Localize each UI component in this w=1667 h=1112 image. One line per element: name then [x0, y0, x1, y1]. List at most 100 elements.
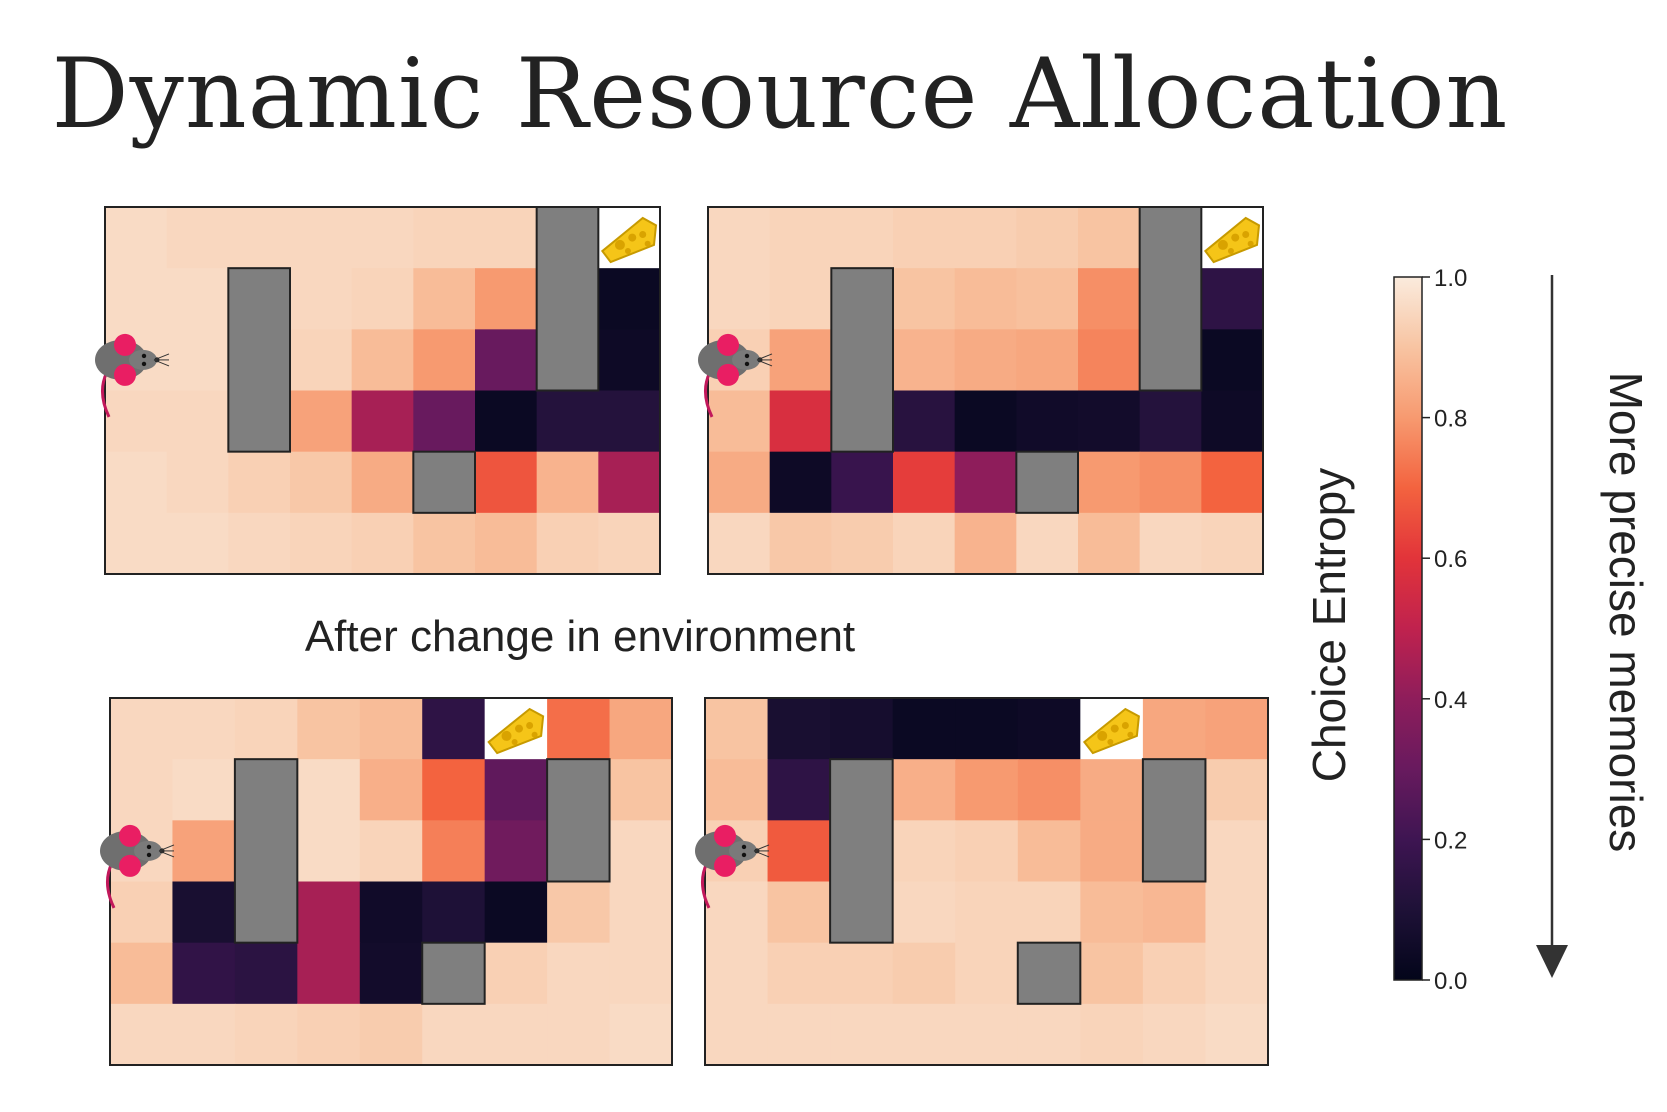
- panel-frame: [707, 206, 1264, 575]
- heatmap-cell: [767, 942, 831, 1005]
- heatmap-cell: [955, 820, 1019, 883]
- heatmap-cell: [893, 390, 956, 453]
- heatmap-cell: [475, 451, 538, 514]
- heatmap-cell: [547, 881, 611, 944]
- heatmap-cell: [892, 820, 956, 883]
- heatmap-cell: [484, 942, 548, 1005]
- heatmap-cell: [536, 451, 599, 514]
- heatmap-cell: [1078, 390, 1141, 453]
- cheese-hole: [644, 240, 651, 247]
- heatmap-cell: [297, 820, 361, 883]
- heatmap-cell: [1205, 1003, 1269, 1066]
- heatmap-cell: [536, 390, 599, 453]
- heatmap-cell: [1205, 820, 1269, 883]
- arrow-head: [1536, 945, 1568, 978]
- wall-block: [829, 758, 894, 944]
- cheese-hole: [501, 730, 512, 741]
- heatmap-panel-bottom-left: [100, 697, 673, 1066]
- heatmap-cell: [1201, 329, 1264, 392]
- mouse-whisker: [753, 844, 770, 852]
- heatmap-cell: [484, 881, 548, 944]
- heatmap-cell: [351, 390, 414, 453]
- heatmap-cell: [1017, 1003, 1081, 1066]
- mouse-ear-bottom: [119, 854, 141, 877]
- heatmap-cell: [955, 698, 1019, 760]
- heatmap-cell: [234, 698, 298, 760]
- heatmap-cell: [831, 512, 894, 575]
- heatmap-cell: [708, 451, 771, 514]
- heatmap-cell: [609, 1003, 673, 1066]
- heatmap-cell: [536, 512, 599, 575]
- heatmap-cell: [422, 820, 486, 883]
- cheese-hole: [1247, 240, 1254, 247]
- heatmap-cell: [1205, 759, 1269, 821]
- heatmap-cell: [830, 1003, 894, 1066]
- heatmap-cell: [1078, 451, 1141, 514]
- cheese-icon: [1203, 216, 1261, 264]
- mouse-ear-bottom: [714, 854, 736, 877]
- mouse-whisker: [153, 359, 170, 367]
- cheese-hole: [515, 724, 524, 733]
- panel-frame: [704, 697, 1269, 1066]
- heatmap-cell: [166, 268, 229, 330]
- heatmap-cell: [110, 698, 174, 760]
- heatmap-cell: [172, 942, 236, 1005]
- heatmap-cell: [297, 1003, 361, 1066]
- heatmap-cell: [172, 820, 236, 883]
- heatmap-panels: [95, 206, 1269, 1066]
- heatmap-cell: [359, 881, 423, 944]
- heatmap-cell: [105, 390, 168, 453]
- heatmap-cell: [413, 329, 476, 392]
- heatmap-cell: [105, 207, 168, 269]
- mouse-icon: [698, 333, 773, 418]
- heatmap-cell: [1205, 942, 1269, 1005]
- heatmap-cell: [547, 1003, 611, 1066]
- heatmap-cell: [475, 512, 538, 575]
- heatmap-cell: [769, 451, 832, 514]
- mouse-ear-top: [119, 824, 141, 847]
- heatmap-cell: [297, 881, 361, 944]
- heatmap-cell: [767, 698, 831, 760]
- heatmap-cell: [954, 268, 1017, 330]
- mouse-whisker: [153, 353, 170, 361]
- heatmap-cell: [1017, 698, 1081, 760]
- heatmap-cell: [1017, 881, 1081, 944]
- heatmap-cell: [1016, 512, 1079, 575]
- precision-arrow: [1536, 275, 1568, 978]
- mouse-ear-top: [114, 333, 136, 356]
- cheese-icon: [1082, 707, 1140, 755]
- heatmap-cell: [351, 268, 414, 330]
- heatmap-cell: [892, 759, 956, 821]
- heatmap-cell: [359, 820, 423, 883]
- heatmap-cell: [172, 881, 236, 944]
- heatmap-cell: [228, 512, 291, 575]
- wall-block: [1138, 206, 1203, 392]
- heatmap-cell: [290, 512, 353, 575]
- heatmap-cell: [767, 759, 831, 821]
- colorbar: 0.0 0.2 0.4 0.6 0.8 1.0: [1393, 265, 1467, 995]
- heatmap-cell: [769, 512, 832, 575]
- heatmap-cell: [1016, 207, 1079, 269]
- mouse-eye: [744, 361, 750, 367]
- cheese-hole: [628, 233, 637, 242]
- cheese-hole: [1097, 730, 1108, 741]
- heatmap-cell: [422, 759, 486, 821]
- heatmap-cell: [351, 207, 414, 269]
- mouse-head: [134, 840, 162, 861]
- heatmap-cell: [234, 942, 298, 1005]
- mouse-eye: [141, 353, 147, 359]
- cheese-hole: [526, 722, 534, 730]
- heatmap-cell: [1016, 329, 1079, 392]
- heatmap-cell: [1139, 451, 1202, 514]
- heatmap-cell: [475, 207, 538, 269]
- heatmap-cell: [831, 451, 894, 514]
- mouse-icon: [695, 824, 770, 909]
- heatmap-cell: [893, 512, 956, 575]
- cheese-hole: [531, 731, 538, 738]
- heatmap-cell: [769, 268, 832, 330]
- heatmap-cell: [769, 207, 832, 269]
- heatmap-cell: [110, 759, 174, 821]
- heatmap-cell: [475, 268, 538, 330]
- mouse-icon: [100, 824, 175, 909]
- cheese-hole: [1231, 233, 1240, 242]
